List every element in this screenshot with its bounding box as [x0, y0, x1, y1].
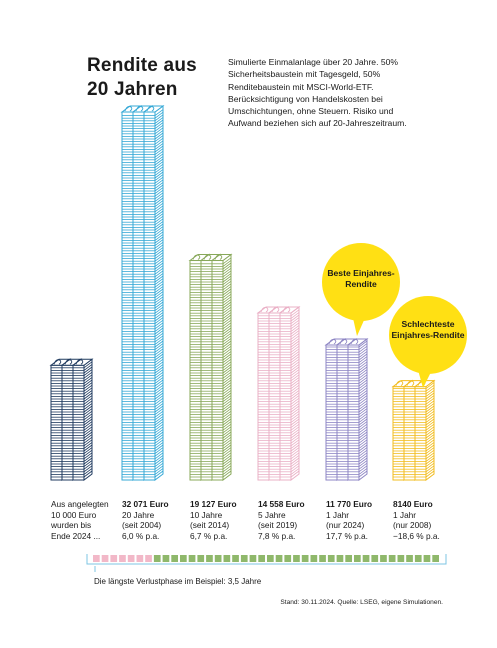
bar-5 — [391, 379, 436, 481]
gain-segment — [153, 555, 161, 562]
bar-label-line: Ende 2024 ... — [51, 530, 101, 541]
bar-label-line: 6,0 % p.a. — [122, 530, 160, 541]
bar-label-line: −18,6 % p.a. — [393, 530, 440, 541]
gain-segment — [206, 555, 213, 562]
timeline-bar — [86, 554, 447, 572]
gain-segment — [284, 555, 292, 562]
bar-3 — [256, 305, 301, 481]
gain-segment — [214, 555, 222, 562]
bar-value-label: 14 558 Euro — [258, 499, 305, 509]
gain-segment — [336, 555, 344, 562]
gain-segment — [362, 555, 370, 562]
loss-segment — [127, 555, 135, 562]
gain-segment — [232, 555, 239, 562]
gain-segment — [171, 555, 178, 562]
bar-label-line: wurden bis — [51, 520, 92, 531]
gain-segment — [327, 555, 335, 562]
gain-segment — [345, 555, 352, 562]
bar-4 — [324, 337, 369, 481]
gain-segment — [423, 555, 431, 562]
bar-label-line: (seit 2014) — [190, 520, 230, 531]
loss-segment — [110, 555, 118, 562]
gain-segment — [301, 555, 309, 562]
bar-label-1: 32 071 Euro 20 Jahre (seit 2004) 6,0 % p.a. — [122, 499, 198, 541]
gain-segment — [197, 555, 205, 562]
bar-label-line: (nur 2008) — [393, 520, 432, 531]
gain-segment — [293, 555, 300, 562]
bar-label-line: (nur 2024) — [326, 520, 365, 531]
gain-segment — [310, 555, 318, 562]
bar-value-label: 11 770 Euro — [326, 499, 373, 509]
loss-segment — [119, 555, 126, 562]
bar-label-5: 8140 Euro 1 Jahr (nur 2008) −18,6 % p.a. — [393, 499, 469, 541]
bar-label-line: 10 Jahre — [190, 509, 223, 520]
bar-1 — [120, 105, 165, 481]
bar-label-line: 5 Jahre — [258, 509, 286, 520]
bar-label-line: (seit 2004) — [122, 520, 162, 531]
loss-phase-caption: Die längste Verlustphase im Beispiel: 3,… — [94, 577, 262, 586]
gain-segment — [180, 555, 187, 562]
gain-segment — [432, 555, 439, 562]
gain-segment — [414, 555, 422, 562]
bar-label-line: 6,7 % p.a. — [190, 530, 228, 541]
chart-description: Simulierte Einmalanlage über 20 Jahre. 5… — [228, 57, 407, 129]
gain-segment — [406, 555, 413, 562]
bar-label-line: 20 Jahre — [122, 509, 155, 520]
gain-segment — [258, 555, 265, 562]
gain-segment — [240, 555, 248, 562]
gain-segment — [397, 555, 405, 562]
bar-label-0: Aus angelegten 10 000 Euro wurden bis Ende … — [51, 499, 127, 541]
gain-segment — [388, 555, 396, 562]
loss-segment — [136, 555, 144, 562]
bar-label-line: 17,7 % p.a. — [326, 530, 368, 541]
loss-segment — [101, 555, 109, 562]
bar-value-label: 32 071 Euro — [122, 499, 169, 509]
gain-segment — [162, 555, 170, 562]
gain-segment — [319, 555, 326, 562]
gain-segment — [380, 555, 387, 562]
bar-label-line: 1 Jahr — [326, 509, 350, 520]
bar-label-line: Aus angelegten — [51, 499, 109, 509]
gain-segment — [354, 555, 361, 562]
bar-0 — [49, 358, 94, 481]
best-bubble — [322, 243, 400, 336]
bar-value-label: 19 127 Euro — [190, 499, 237, 509]
worst-bubble-label: Schlechteste Einjahres-Rendite — [391, 319, 465, 340]
bar-label-3: 14 558 Euro 5 Jahre (seit 2019) 7,8 % p.a. — [258, 499, 334, 541]
best-bubble-label: Beste Einjahres-Rendite — [327, 268, 395, 289]
worst-bubble — [389, 296, 467, 388]
bar-label-4: 11 770 Euro 1 Jahr (nur 2024) 17,7 % p.a. — [326, 499, 402, 541]
bar-2 — [188, 253, 233, 481]
bar-label-line: 1 Jahr — [393, 509, 417, 520]
gain-segment — [275, 555, 283, 562]
gain-segment — [223, 555, 231, 562]
gain-segment — [249, 555, 257, 562]
bar-label-line: 7,8 % p.a. — [258, 530, 296, 541]
gain-segment — [371, 555, 379, 562]
bar-label-2: 19 127 Euro 10 Jahre (seit 2014) 6,7 % p.a. — [190, 499, 266, 541]
gain-segment — [267, 555, 274, 562]
source-note: Stand: 30.11.2024. Quelle: LSEG, eigene … — [280, 599, 443, 606]
loss-segment — [93, 555, 100, 562]
gain-segment — [188, 555, 196, 562]
bar-value-label: 8140 Euro — [393, 499, 433, 509]
bar-label-line: (seit 2019) — [258, 520, 298, 531]
chart-title: Rendite aus 20 Jahren — [87, 55, 197, 100]
bar-label-line: 10 000 Euro — [51, 509, 97, 520]
loss-segment — [145, 555, 152, 562]
